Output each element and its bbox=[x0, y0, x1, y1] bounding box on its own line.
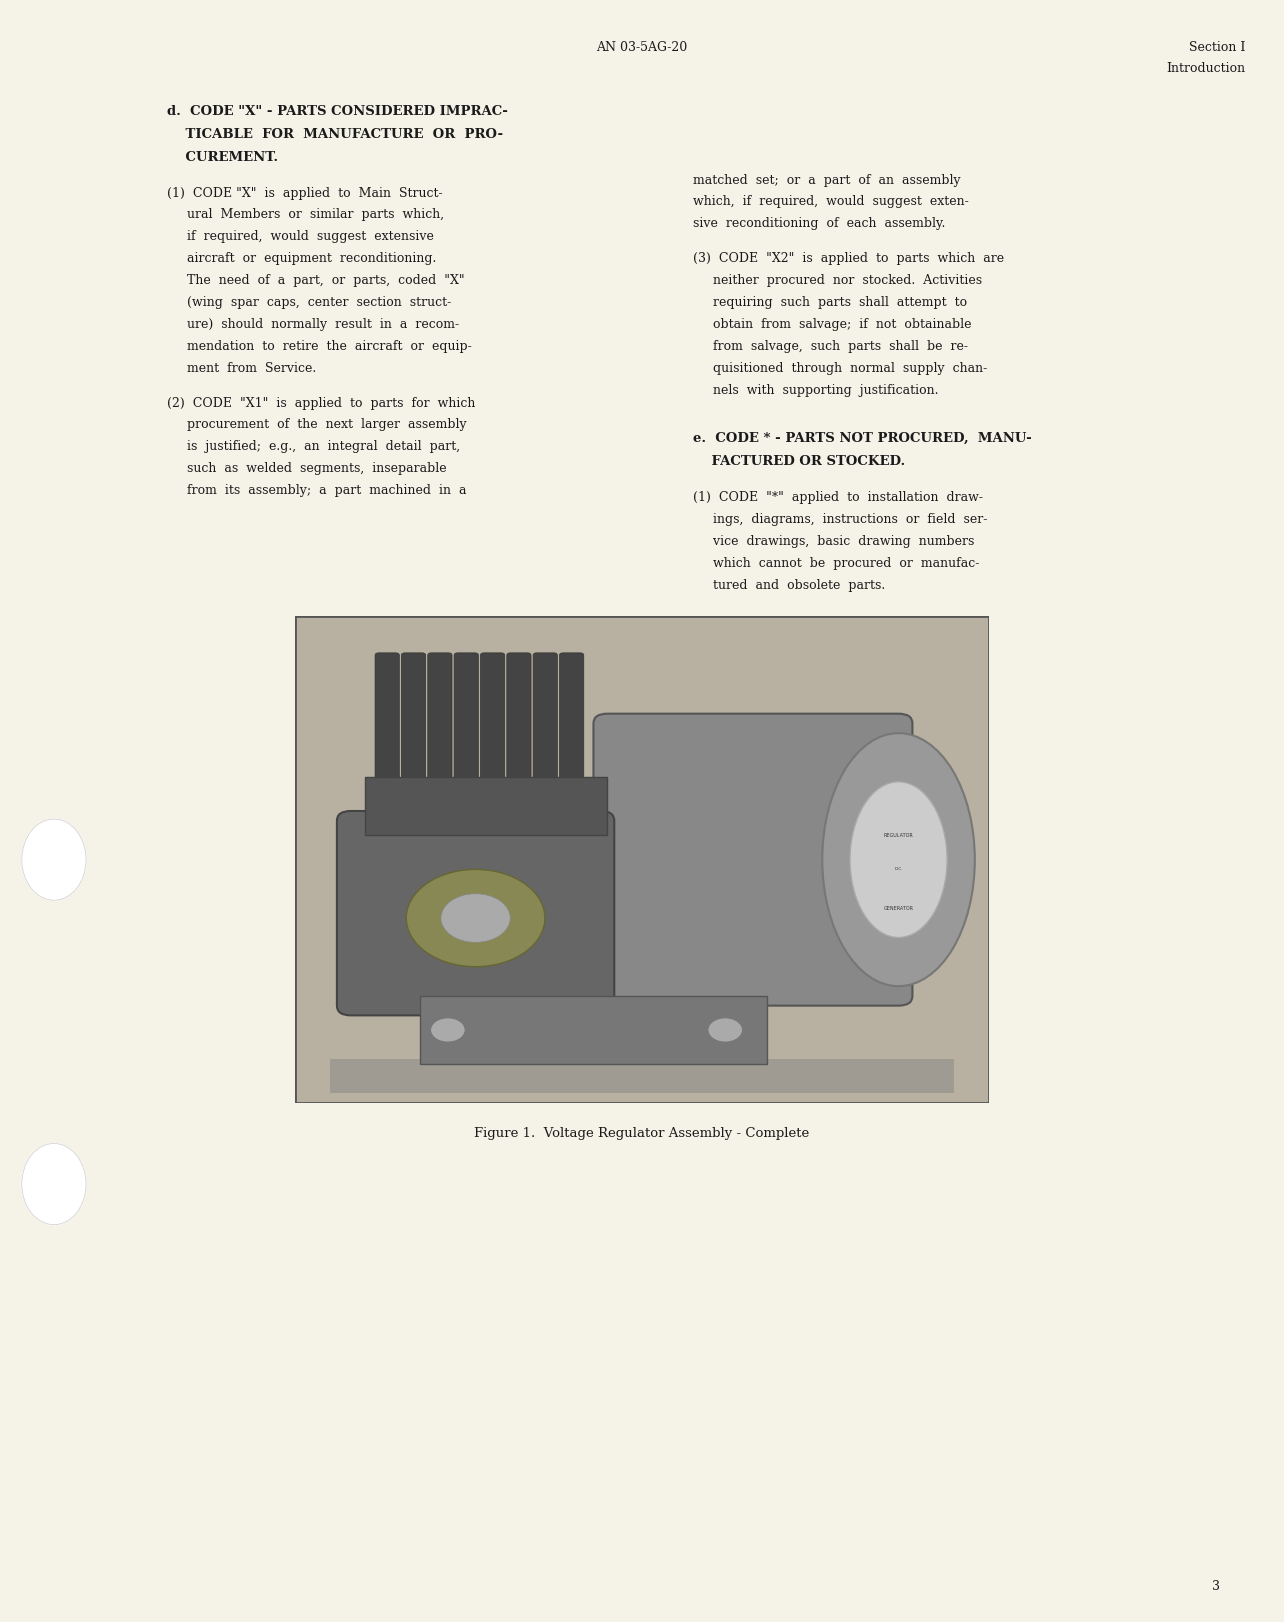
Text: (wing  spar  caps,  center  section  struct-: (wing spar caps, center section struct- bbox=[167, 295, 451, 310]
Ellipse shape bbox=[822, 733, 975, 986]
Text: 3: 3 bbox=[1212, 1580, 1220, 1593]
Ellipse shape bbox=[850, 782, 948, 938]
Text: ings,  diagrams,  instructions  or  field  ser-: ings, diagrams, instructions or field se… bbox=[693, 513, 987, 527]
Text: sive  reconditioning  of  each  assembly.: sive reconditioning of each assembly. bbox=[693, 217, 946, 230]
Text: mendation  to  retire  the  aircraft  or  equip-: mendation to retire the aircraft or equi… bbox=[167, 339, 471, 354]
Text: CUREMENT.: CUREMENT. bbox=[167, 151, 279, 164]
Bar bbox=[420, 996, 767, 1064]
Text: neither  procured  nor  stocked.  Activities: neither procured nor stocked. Activities bbox=[693, 274, 982, 287]
Text: TICABLE  FOR  MANUFACTURE  OR  PRO-: TICABLE FOR MANUFACTURE OR PRO- bbox=[167, 128, 503, 141]
Text: d.  CODE "X" - PARTS CONSIDERED IMPRAC-: d. CODE "X" - PARTS CONSIDERED IMPRAC- bbox=[167, 105, 507, 118]
Text: is  justified;  e.g.,  an  integral  detail  part,: is justified; e.g., an integral detail p… bbox=[167, 440, 460, 454]
FancyBboxPatch shape bbox=[402, 652, 426, 805]
Circle shape bbox=[707, 1019, 742, 1043]
Text: aircraft  or  equipment  reconditioning.: aircraft or equipment reconditioning. bbox=[167, 251, 437, 266]
FancyBboxPatch shape bbox=[428, 652, 452, 805]
Text: (2)  CODE  "X1"  is  applied  to  parts  for  which: (2) CODE "X1" is applied to parts for wh… bbox=[167, 396, 475, 410]
Text: D.C.: D.C. bbox=[894, 868, 903, 871]
FancyBboxPatch shape bbox=[375, 652, 399, 805]
Text: FACTURED OR STOCKED.: FACTURED OR STOCKED. bbox=[693, 454, 905, 469]
Text: e.  CODE * - PARTS NOT PROCURED,  MANU-: e. CODE * - PARTS NOT PROCURED, MANU- bbox=[693, 431, 1032, 444]
Text: The  need  of  a  part,  or  parts,  coded  "X": The need of a part, or parts, coded "X" bbox=[167, 274, 465, 287]
FancyBboxPatch shape bbox=[560, 652, 584, 805]
Text: nels  with  supporting  justification.: nels with supporting justification. bbox=[693, 383, 939, 397]
Text: from  salvage,  such  parts  shall  be  re-: from salvage, such parts shall be re- bbox=[693, 339, 968, 354]
Ellipse shape bbox=[440, 894, 510, 942]
Text: ment  from  Service.: ment from Service. bbox=[167, 362, 316, 375]
Bar bbox=[365, 777, 607, 835]
Text: from  its  assembly;  a  part  machined  in  a: from its assembly; a part machined in a bbox=[167, 483, 466, 498]
Text: if  required,  would  suggest  extensive: if required, would suggest extensive bbox=[167, 230, 434, 243]
Text: (1)  CODE  "*"  applied  to  installation  draw-: (1) CODE "*" applied to installation dra… bbox=[693, 491, 984, 504]
Text: such  as  welded  segments,  inseparable: such as welded segments, inseparable bbox=[167, 462, 447, 475]
Text: Figure 1.  Voltage Regulator Assembly - Complete: Figure 1. Voltage Regulator Assembly - C… bbox=[474, 1127, 810, 1140]
Text: requiring  such  parts  shall  attempt  to: requiring such parts shall attempt to bbox=[693, 295, 967, 310]
Text: ural  Members  or  similar  parts  which,: ural Members or similar parts which, bbox=[167, 208, 444, 222]
FancyBboxPatch shape bbox=[533, 652, 557, 805]
Circle shape bbox=[430, 1019, 465, 1043]
Text: which,  if  required,  would  suggest  exten-: which, if required, would suggest exten- bbox=[693, 195, 969, 209]
Text: which  cannot  be  procured  or  manufac-: which cannot be procured or manufac- bbox=[693, 556, 980, 571]
Ellipse shape bbox=[406, 869, 544, 967]
Text: (3)  CODE  "X2"  is  applied  to  parts  which  are: (3) CODE "X2" is applied to parts which … bbox=[693, 251, 1004, 266]
Circle shape bbox=[22, 819, 86, 900]
Text: (1)  CODE "X"  is  applied  to  Main  Struct-: (1) CODE "X" is applied to Main Struct- bbox=[167, 187, 443, 200]
FancyBboxPatch shape bbox=[455, 652, 479, 805]
Text: Introduction: Introduction bbox=[1166, 62, 1245, 75]
Text: GENERATOR: GENERATOR bbox=[883, 905, 913, 912]
Text: vice  drawings,  basic  drawing  numbers: vice drawings, basic drawing numbers bbox=[693, 535, 975, 548]
Text: REGULATOR: REGULATOR bbox=[883, 832, 913, 839]
Text: obtain  from  salvage;  if  not  obtainable: obtain from salvage; if not obtainable bbox=[693, 318, 972, 331]
Text: Section I: Section I bbox=[1189, 41, 1245, 54]
Text: tured  and  obsolete  parts.: tured and obsolete parts. bbox=[693, 579, 886, 592]
Text: procurement  of  the  next  larger  assembly: procurement of the next larger assembly bbox=[167, 418, 466, 431]
Text: matched  set;  or  a  part  of  an  assembly: matched set; or a part of an assembly bbox=[693, 174, 960, 187]
FancyBboxPatch shape bbox=[507, 652, 532, 805]
Circle shape bbox=[22, 1144, 86, 1225]
FancyBboxPatch shape bbox=[336, 811, 614, 1015]
Text: AN 03-5AG-20: AN 03-5AG-20 bbox=[596, 41, 688, 54]
Text: ure)  should  normally  result  in  a  recom-: ure) should normally result in a recom- bbox=[167, 318, 460, 331]
Bar bbox=[330, 1059, 954, 1093]
Text: quisitioned  through  normal  supply  chan-: quisitioned through normal supply chan- bbox=[693, 362, 987, 375]
FancyBboxPatch shape bbox=[480, 652, 505, 805]
FancyBboxPatch shape bbox=[593, 714, 913, 1006]
